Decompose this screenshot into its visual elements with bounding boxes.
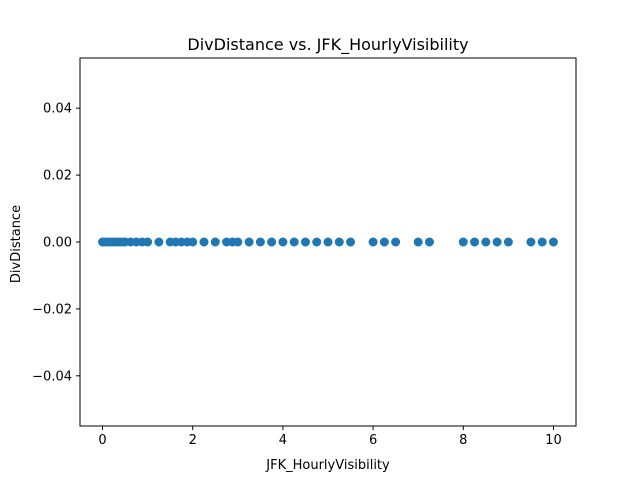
data-point bbox=[548, 237, 558, 247]
data-point bbox=[267, 237, 277, 247]
data-point bbox=[537, 237, 547, 247]
data-point bbox=[470, 237, 480, 247]
y-axis-ticks: −0.04 −0.02 0.00 0.02 0.04 bbox=[32, 102, 80, 384]
data-point bbox=[481, 237, 491, 247]
data-point bbox=[154, 237, 164, 247]
x-tick-label: 2 bbox=[189, 433, 197, 448]
data-point bbox=[458, 237, 468, 247]
data-point bbox=[413, 237, 423, 247]
data-point bbox=[188, 237, 198, 247]
x-axis-label: JFK_HourlyVisibility bbox=[265, 458, 390, 473]
y-tick-label: −0.04 bbox=[32, 369, 72, 384]
x-axis-ticks: 0 2 4 6 8 10 bbox=[98, 426, 562, 448]
x-tick-label: 10 bbox=[545, 433, 562, 448]
data-point bbox=[210, 237, 220, 247]
x-tick-label: 6 bbox=[369, 433, 377, 448]
chart-title: DivDistance vs. JFK_HourlyVisibility bbox=[187, 35, 468, 55]
data-point bbox=[368, 237, 378, 247]
data-point bbox=[526, 237, 536, 247]
data-point bbox=[278, 237, 288, 247]
data-point bbox=[244, 237, 254, 247]
x-tick-label: 8 bbox=[459, 433, 467, 448]
data-point bbox=[346, 237, 356, 247]
data-point bbox=[312, 237, 322, 247]
data-point bbox=[289, 237, 299, 247]
x-tick-label: 4 bbox=[279, 433, 287, 448]
y-tick-label: 0.02 bbox=[43, 169, 72, 184]
data-point bbox=[391, 237, 401, 247]
y-tick-label: −0.02 bbox=[32, 302, 72, 317]
y-axis-label: DivDistance bbox=[9, 205, 24, 283]
data-point bbox=[334, 237, 344, 247]
data-point bbox=[323, 237, 333, 247]
data-point bbox=[503, 237, 513, 247]
y-tick-label: 0.00 bbox=[43, 236, 72, 251]
y-tick-label: 0.04 bbox=[43, 102, 72, 117]
data-point bbox=[199, 237, 209, 247]
data-points bbox=[98, 237, 558, 247]
data-point bbox=[143, 237, 153, 247]
x-tick-label: 0 bbox=[98, 433, 106, 448]
data-point bbox=[255, 237, 265, 247]
data-point bbox=[379, 237, 389, 247]
data-point bbox=[233, 237, 243, 247]
data-point bbox=[424, 237, 434, 247]
data-point bbox=[300, 237, 310, 247]
data-point bbox=[492, 237, 502, 247]
